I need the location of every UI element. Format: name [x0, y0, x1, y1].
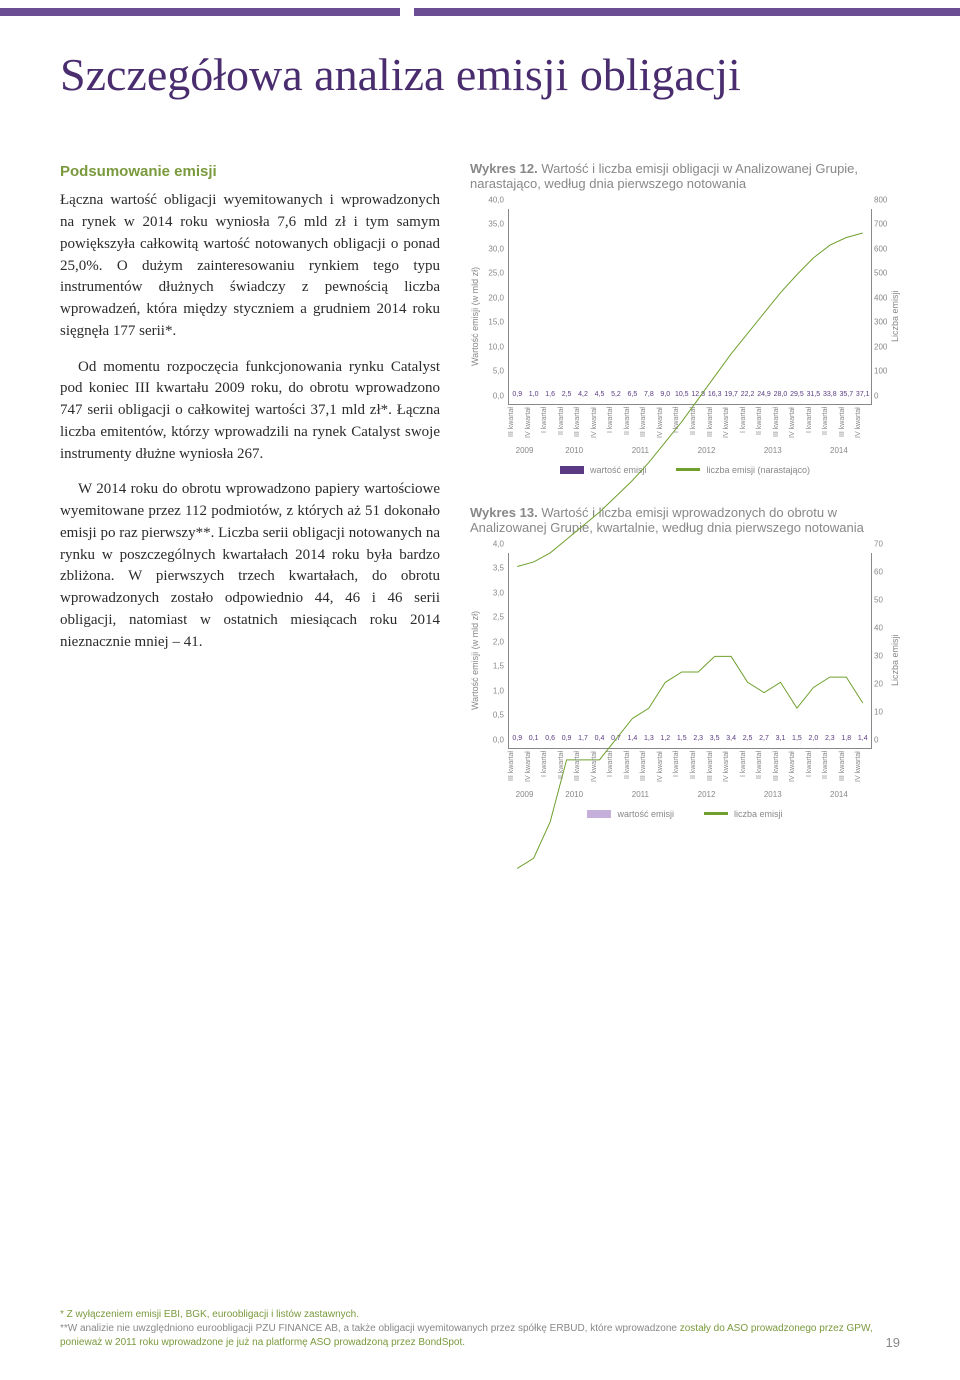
legend-item: liczba emisji (narastająco) [676, 465, 810, 475]
chart-12-legend: wartość emisji liczba emisji (narastając… [470, 465, 900, 475]
chart-13-xlabels: III kwartałIV kwartałI kwartałII kwartał… [508, 751, 872, 785]
page-title: Szczegółowa analiza emisji obligacji [60, 50, 900, 101]
chart-12-yticks-left: 0,05,010,015,020,025,030,035,040,0 [484, 209, 504, 405]
chart-13-block: Wykres 13. Wartość i liczba emisji wprow… [470, 505, 900, 819]
chart-12: Wartość emisji (w mld zł) Liczba emisji … [470, 201, 900, 461]
legend-swatch-line [704, 812, 728, 815]
chart-12-title: Wykres 12. Wartość i liczba emisji oblig… [470, 161, 900, 191]
chart-12-bars: 0,91,01,62,54,24,55,26,57,89,010,512,816… [509, 209, 871, 404]
subhead: Podsumowanie emisji [60, 161, 440, 183]
para-1: Łączna wartość obligacji wyemitowanych i… [60, 190, 440, 342]
chart-13-ylabel-left: Wartość emisji (w mld zł) [470, 585, 480, 735]
top-bar-gap [400, 8, 414, 16]
chart-13-title: Wykres 13. Wartość i liczba emisji wprow… [470, 505, 900, 535]
page-number: 19 [886, 1335, 900, 1350]
legend-label: liczba emisji (narastająco) [706, 465, 810, 475]
chart-13-title-bold: Wykres 13. [470, 505, 538, 520]
legend-item: liczba emisji [704, 809, 783, 819]
columns: Podsumowanie emisji Łączna wartość oblig… [60, 161, 900, 849]
chart-12-plot: 0,91,01,62,54,24,55,26,57,89,010,512,816… [508, 209, 872, 405]
charts-column: Wykres 12. Wartość i liczba emisji oblig… [470, 161, 900, 849]
chart-13-bars: 0,90,10,60,91,70,40,71,41,31,21,52,33,53… [509, 553, 871, 748]
footnote-2: **W analizie nie uwzględniono euroobliga… [60, 1322, 900, 1350]
chart-13-yticks-left: 0,00,51,01,52,02,53,03,54,0 [484, 553, 504, 749]
footnote-1: * Z wyłączeniem emisji EBI, BGK, euroobl… [60, 1308, 900, 1322]
top-bar [0, 0, 960, 20]
para-2: Od momentu rozpoczęcia funkcjonowania ry… [60, 357, 440, 466]
chart-13-yticks-right: 010203040506070 [874, 553, 892, 749]
footnotes: * Z wyłączeniem emisji EBI, BGK, euroobl… [60, 1308, 900, 1350]
legend-label: liczba emisji [734, 809, 783, 819]
chart-12-block: Wykres 12. Wartość i liczba emisji oblig… [470, 161, 900, 475]
legend-swatch-bar [587, 810, 611, 818]
chart-13-legend: wartość emisji liczba emisji [470, 809, 900, 819]
chart-12-ylabel-left: Wartość emisji (w mld zł) [470, 241, 480, 391]
legend-item: wartość emisji [560, 465, 647, 475]
legend-label: wartość emisji [590, 465, 647, 475]
chart-12-yticks-right: 0100200300400500600700800 [874, 209, 892, 405]
footnote-2a: **W analizie nie uwzględniono euroobliga… [60, 1323, 680, 1334]
legend-swatch-line [676, 468, 700, 471]
chart-12-xlabels: III kwartałIV kwartałI kwartałII kwartał… [508, 407, 872, 441]
para-3: W 2014 roku do obrotu wprowadzono papier… [60, 479, 440, 653]
top-bar-seg [0, 8, 960, 16]
legend-label: wartość emisji [617, 809, 674, 819]
chart-13: Wartość emisji (w mld zł) Liczba emisji … [470, 545, 900, 805]
chart-13-years: 200920102011201220132014 [508, 790, 872, 799]
legend-swatch-bar [560, 466, 584, 474]
body-text: Podsumowanie emisji Łączna wartość oblig… [60, 161, 440, 849]
chart-12-years: 200920102011201220132014 [508, 446, 872, 455]
legend-item: wartość emisji [587, 809, 674, 819]
chart-13-plot: 0,90,10,60,91,70,40,71,41,31,21,52,33,53… [508, 553, 872, 749]
chart-12-title-bold: Wykres 12. [470, 161, 538, 176]
